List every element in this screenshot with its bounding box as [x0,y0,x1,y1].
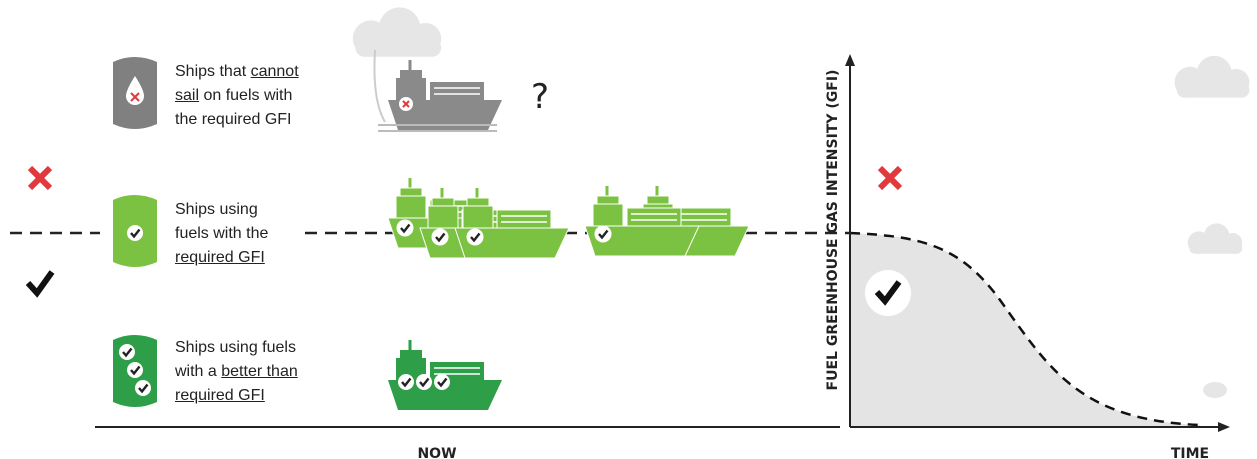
underlined-text: cannot [251,63,299,80]
gfi-area [850,233,1200,427]
check-icon [28,272,52,293]
ship [398,374,414,390]
text-line: fuels with the [175,222,268,246]
text-line: the required GFI [175,108,299,132]
text: with a [175,363,221,380]
time-label: TIME [1171,446,1209,459]
fuel-can [113,335,157,407]
ship [374,50,502,131]
ship [432,229,448,245]
ship [595,226,611,242]
axis-arrow [845,54,855,66]
text-line: required GFI [175,384,298,408]
text-line: Ships using [175,198,268,222]
ship [388,178,749,258]
underlined-text: better than [221,363,298,380]
text-line: Ships using fuels [175,336,298,360]
cloud [1188,223,1242,253]
text: Ships using [175,201,258,218]
page: GFI diagram {"rows": [ {"lines": [ [{"te… [0,0,1257,459]
underlined-text: required GFI [175,387,265,404]
row-text: Ships using fuels with a better than requi… [175,336,298,408]
fuel-can [135,380,151,396]
cross-icon [30,168,50,188]
text-line: required GFI [175,246,268,270]
text: on fuels with [199,87,292,104]
text: Ships that [175,63,251,80]
cloud [353,7,441,56]
text: Ships using fuels [175,339,296,356]
ship [388,340,502,410]
y-axis-label: FUEL GREENHOUSE GAS INTENSITY (GFI) [825,70,841,391]
ship [374,50,385,122]
cross-icon [880,168,900,188]
text-line: with a better than [175,360,298,384]
text-line: Ships that cannot [175,60,299,84]
axis-arrow [1218,422,1230,432]
fuel-can [113,57,157,129]
text-line: sail on fuels with [175,84,299,108]
cloud [1175,56,1250,98]
question-mark: ? [531,77,549,117]
cloud [1203,382,1227,398]
text: the required GFI [175,111,292,128]
fuel-can [119,344,135,360]
ship [388,60,502,130]
fuel-can [127,225,143,241]
underlined-text: required GFI [175,249,265,266]
underlined-text: sail [175,87,199,104]
row-text: Ships using fuels with the required GFI [175,198,268,270]
ship [416,374,432,390]
fuel-can [113,195,157,267]
ship [467,229,483,245]
ship [397,220,413,236]
text: fuels with the [175,225,268,242]
ship [434,374,450,390]
ship [455,188,569,258]
diagram: ? NOW FUEL GREENHOUSE GAS INTENSITY (GFI… [0,0,1257,459]
fuel-can [127,362,143,378]
now-label: NOW [417,446,456,459]
